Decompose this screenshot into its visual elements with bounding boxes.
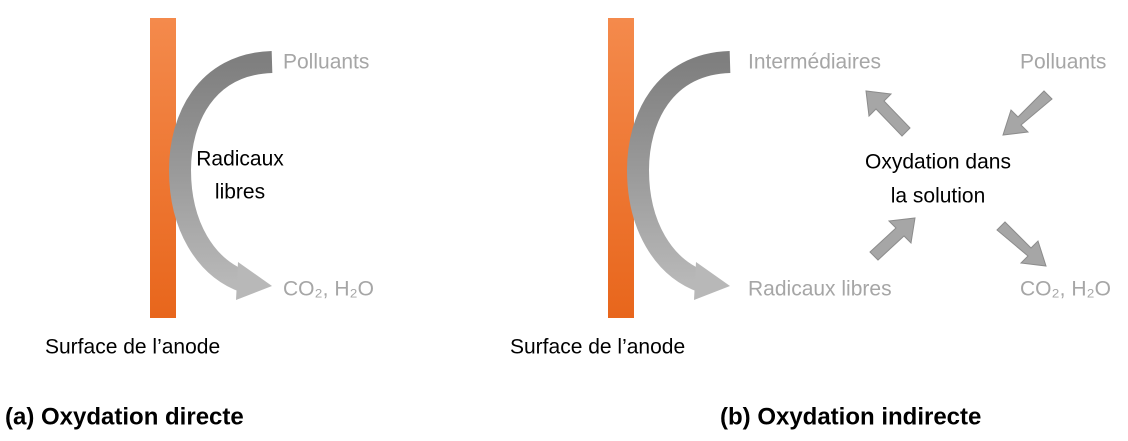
- label: Oxydation dans: [865, 151, 1011, 174]
- caption: (a) Oxydation directe: [5, 403, 244, 430]
- label: la solution: [891, 185, 986, 208]
- label: Polluants: [283, 51, 369, 74]
- label: Surface de l’anode: [510, 336, 685, 359]
- caption: (b) Oxydation indirecte: [720, 403, 981, 430]
- label: CO₂, H₂O: [1020, 278, 1111, 301]
- label: Surface de l’anode: [45, 336, 220, 359]
- arrow: [865, 90, 911, 137]
- label: Radicaux: [196, 148, 284, 171]
- arrow: [869, 217, 916, 261]
- label: libres: [215, 181, 265, 204]
- small-arrows: [865, 90, 1053, 267]
- arrow: [1002, 90, 1053, 136]
- arrow: [996, 221, 1047, 267]
- curved-arrow: [626, 51, 731, 293]
- panel-a: Polluants Radicaux libres CO₂, H₂O Surfa…: [5, 18, 374, 430]
- label: Polluants: [1020, 51, 1106, 74]
- label: Radicaux libres: [748, 278, 892, 301]
- arrow-head: [236, 262, 272, 300]
- panel-b: Intermédiaires Polluants Oxydation dans …: [510, 18, 1111, 430]
- label: CO₂, H₂O: [283, 278, 374, 301]
- label: Intermédiaires: [748, 51, 881, 74]
- curved-arrow: [168, 51, 273, 293]
- arrow-head: [694, 262, 730, 300]
